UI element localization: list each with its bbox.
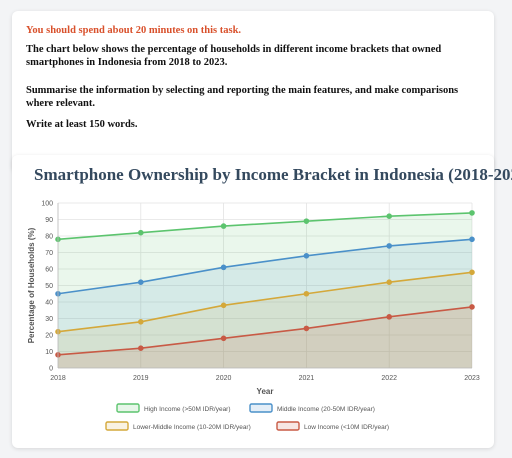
data-point [469,304,475,310]
axes: 0 10 20 30 40 50 60 70 80 90 100 2018 2019 2020 2021 20… [27,201,480,397]
data-point [220,302,227,309]
series-line-2 [57,271,473,333]
y-tick-label: 0 [49,366,53,373]
chart-card: Smartphone Ownership by Income Bracket i… [12,155,512,448]
y-tick-label: 10 [45,349,53,356]
data-point [138,345,144,351]
series-area-3 [58,306,472,368]
x-tick-label: 2023 [464,375,480,382]
word-count-requirement: Write at least 150 words. [26,119,138,130]
x-tick-label: 2018 [50,375,66,382]
data-point [138,279,144,285]
data-point [469,210,475,216]
time-note: You should spend about 20 minutes on thi… [26,25,242,36]
legend-swatch-0[interactable] [116,403,140,413]
task-description: The chart below shows the percentage of … [26,44,442,68]
series-line-3 [57,306,473,356]
y-tick-label: 80 [45,234,53,241]
chart-title: Smartphone Ownership by Income Bracket i… [34,165,512,184]
series-area-2 [58,272,472,368]
y-tick-label: 70 [45,250,53,257]
series-line-1 [57,238,473,295]
series-areas [58,212,472,368]
data-point [386,243,393,249]
legend-label-1[interactable]: Middle Income (20-50M IDR/year) [277,406,375,413]
y-tick-label: 60 [45,267,53,274]
legend-label-0[interactable]: High Income (>50M IDR/year) [144,406,231,413]
data-point [303,218,310,224]
task-instruction: Summarise the information by selecting a… [26,85,459,109]
legend-label-3[interactable]: Low Income (<10M IDR/year) [304,424,389,431]
series-lines [57,212,473,356]
x-tick-label: 2022 [381,375,397,382]
data-point [220,264,227,271]
data-point [386,314,393,320]
y-tick-label: 40 [45,300,53,307]
series-area-1 [58,239,472,368]
legend-swatch-3[interactable] [276,421,300,431]
data-point [138,319,144,325]
data-points [55,210,475,358]
data-point [303,325,310,332]
y-tick-label: 50 [45,283,53,290]
data-point [303,290,310,297]
x-tick-label: 2019 [133,375,149,382]
legend: High Income (>50M IDR/year) Middle Income… [105,403,389,431]
data-point [469,236,475,243]
x-tick-label: 2020 [216,375,232,382]
legend-swatch-1[interactable] [249,403,273,413]
x-tick-label: 2021 [299,375,315,382]
data-point [386,279,393,285]
data-point [220,223,227,229]
x-axis-title: Year [257,387,274,396]
legend-swatch-2[interactable] [105,421,129,431]
data-point [303,253,310,259]
y-tick-label: 20 [45,333,53,340]
y-tick-label: 100 [41,201,53,208]
data-point [220,335,227,342]
y-tick-label: 90 [45,217,53,224]
task-card: You should spend about 20 minutes on thi… [12,11,494,172]
data-point [469,269,475,276]
area-chart: 0 10 20 30 40 50 60 70 80 90 100 2018 2019 2020 2021 20… [27,201,480,432]
data-point [386,213,393,220]
data-point [138,229,144,236]
y-tick-label: 30 [45,316,53,323]
y-axis-title: Percentage of Households (%) [27,227,36,343]
series-line-0 [57,212,473,241]
series-area-0 [58,212,472,368]
legend-label-2[interactable]: Lower-Middle Income (10-20M IDR/year) [133,424,251,431]
